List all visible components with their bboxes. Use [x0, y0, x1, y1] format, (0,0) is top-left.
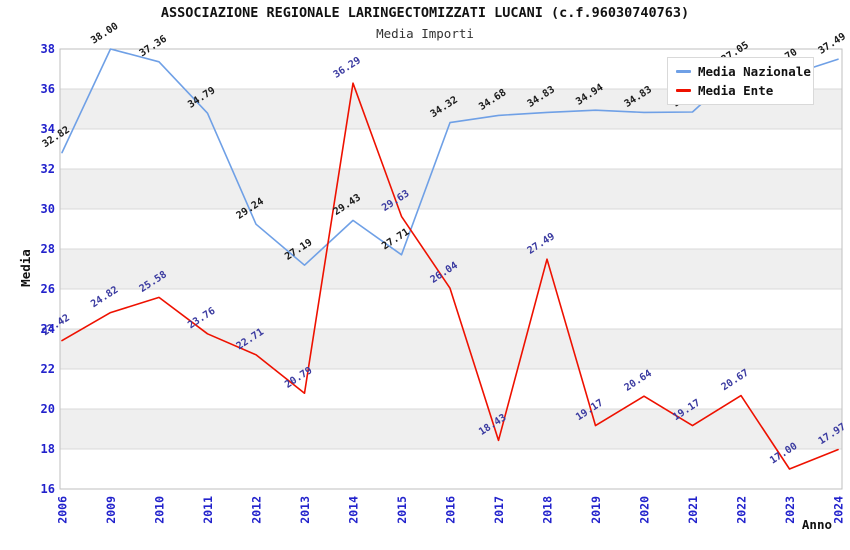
x-tick-label: 2012	[250, 496, 264, 524]
y-tick-label: 16	[41, 482, 55, 496]
x-tick-label: 2006	[56, 496, 70, 524]
y-axis-title: Media	[18, 249, 33, 287]
x-tick-label: 2011	[201, 496, 215, 524]
x-tick-label: 2024	[832, 496, 846, 524]
x-tick-label: 2022	[735, 496, 749, 524]
plot-band	[60, 329, 842, 369]
x-axis-title: Anno	[802, 517, 832, 532]
plot-band	[60, 169, 842, 209]
x-tick-label: 2020	[638, 496, 652, 524]
legend-label-media-ente: Media Ente	[698, 83, 774, 98]
y-tick-label: 24	[41, 322, 55, 336]
x-tick-label: 2021	[686, 496, 700, 524]
legend-item-media-ente: Media Ente	[676, 83, 813, 98]
y-tick-label: 18	[41, 442, 55, 456]
x-tick-label: 2017	[492, 496, 506, 524]
y-tick-label: 32	[41, 162, 55, 176]
x-tick-label: 2016	[444, 496, 458, 524]
y-tick-label: 34	[41, 122, 55, 136]
y-tick-label: 38	[41, 42, 55, 56]
plot-band	[60, 249, 842, 289]
x-tick-label: 2013	[298, 496, 312, 524]
line-media-ente	[61, 82, 839, 470]
plot-band	[60, 409, 842, 449]
legend: Media Nazionale Media Ente	[667, 57, 814, 105]
x-tick-label: 2009	[104, 496, 118, 524]
chart-title: ASSOCIAZIONE REGIONALE LARINGECTOMIZZATI…	[160, 5, 690, 21]
x-tick-label: 2019	[589, 496, 603, 524]
legend-item-media-nazionale: Media Nazionale	[676, 64, 813, 79]
x-tick-label: 2023	[783, 496, 797, 524]
y-tick-label: 20	[41, 402, 55, 416]
plot-border	[59, 48, 843, 490]
data-label-media-nazionale: 38.00	[89, 21, 120, 47]
y-tick-label: 26	[41, 282, 55, 296]
x-tick-label: 2010	[153, 496, 167, 524]
plot-band	[60, 449, 842, 489]
plot-band	[60, 369, 842, 409]
y-tick-label: 28	[41, 242, 55, 256]
y-tick-label: 36	[41, 82, 55, 96]
plot-band	[60, 129, 842, 169]
x-tick-label: 2015	[395, 496, 409, 524]
y-tick-label: 30	[41, 202, 55, 216]
x-tick-label: 2018	[541, 496, 555, 524]
legend-swatch-blue-line-icon	[676, 70, 691, 73]
legend-label-media-nazionale: Media Nazionale	[698, 64, 811, 79]
x-tick-label: 2014	[347, 496, 361, 524]
plot-band	[60, 209, 842, 249]
y-tick-label: 22	[41, 362, 55, 376]
legend-swatch-red-line-icon	[676, 89, 691, 92]
plot-band	[60, 289, 842, 329]
chart-subtitle: Media Importi	[376, 26, 474, 41]
